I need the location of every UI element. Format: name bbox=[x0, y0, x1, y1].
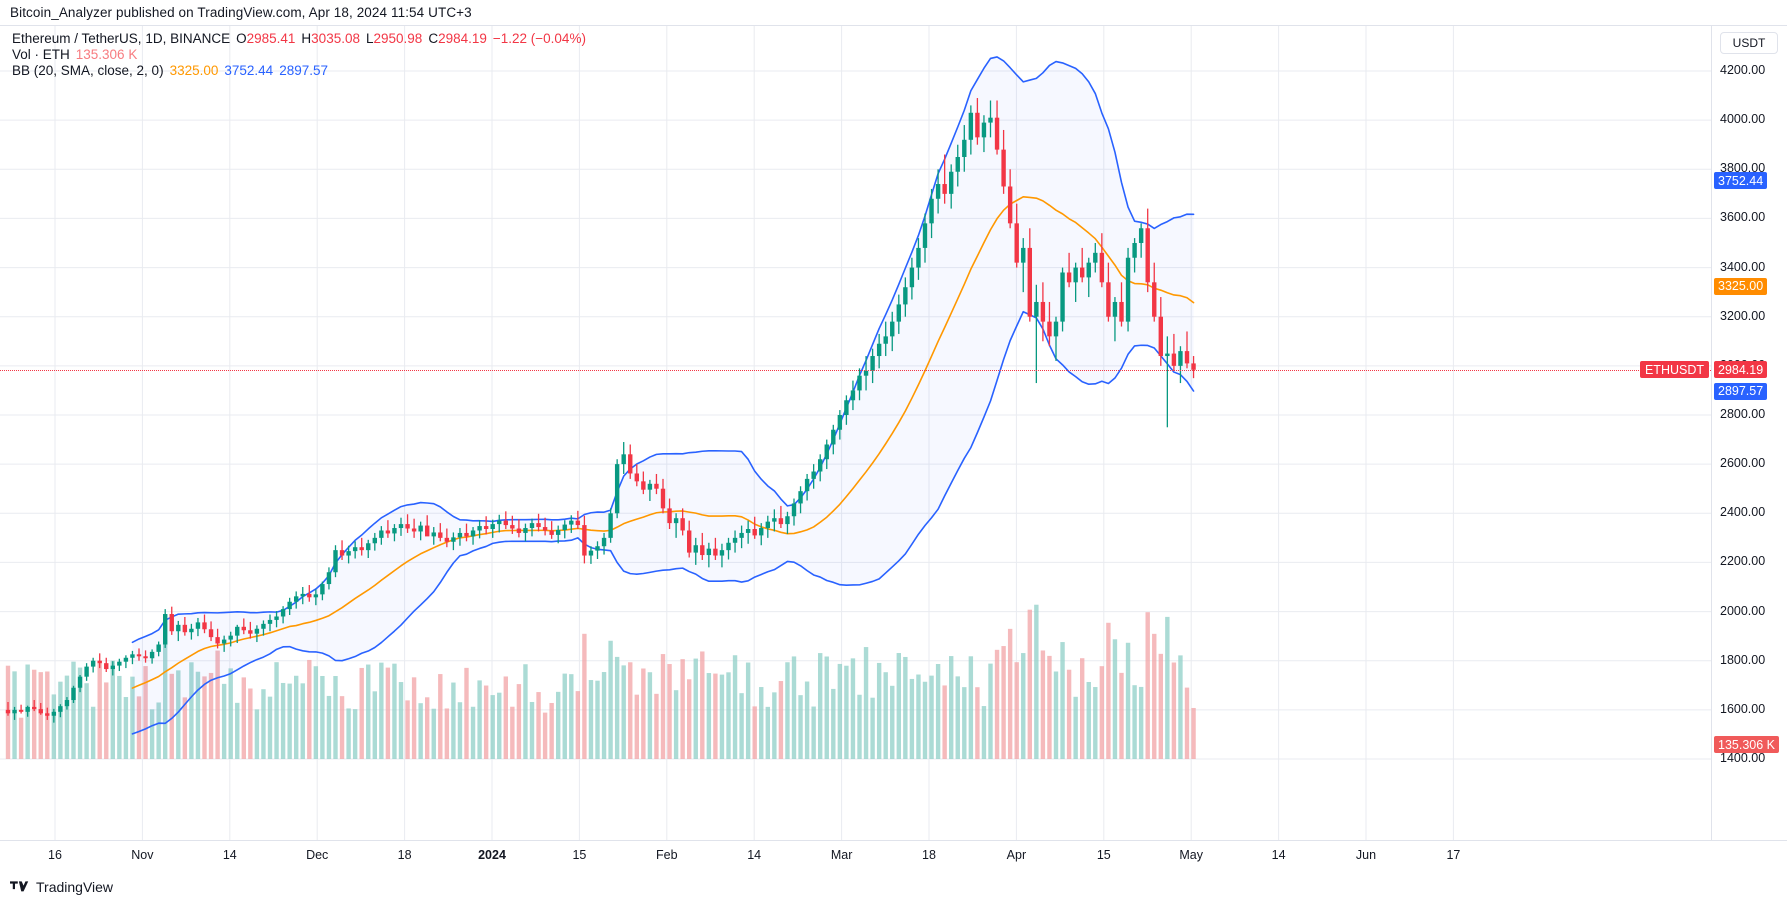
bb-fill bbox=[132, 56, 1194, 734]
time-tick: Jun bbox=[1355, 848, 1377, 862]
time-tick: 14 bbox=[747, 848, 762, 862]
volume-bars bbox=[5, 604, 1196, 759]
bb-lower-badge: 2897.57 bbox=[1714, 382, 1768, 400]
publisher-bar: Bitcoin_Analyzer published on TradingVie… bbox=[0, 0, 1787, 25]
price-tick: 4000.00 bbox=[1720, 112, 1766, 127]
tradingview-logo-icon bbox=[10, 880, 29, 891]
time-tick: 18 bbox=[922, 848, 936, 862]
bb-basis-badge: 3325.00 bbox=[1714, 277, 1768, 295]
time-tick: Dec bbox=[306, 848, 329, 862]
price-tick: 2800.00 bbox=[1720, 407, 1766, 421]
price-tick: 1800.00 bbox=[1720, 652, 1766, 667]
last-price-line bbox=[0, 369, 1711, 371]
time-tick: 14 bbox=[222, 848, 237, 862]
time-tick: 17 bbox=[1446, 848, 1461, 862]
price-tick: 3600.00 bbox=[1720, 210, 1766, 225]
price-tick: 2400.00 bbox=[1720, 505, 1766, 520]
time-tick: 2024 bbox=[478, 848, 506, 862]
price-tick: 3800.00 bbox=[1720, 161, 1766, 176]
bb-upper-badge: 3752.44 bbox=[1714, 172, 1768, 190]
bb-lower-line bbox=[131, 310, 1195, 735]
volume-badge: 135.306 K bbox=[1714, 736, 1779, 753]
price-tick: 2600.00 bbox=[1720, 456, 1766, 471]
time-tick: 18 bbox=[397, 848, 412, 862]
chart-canvas bbox=[0, 26, 1711, 840]
last-price-badge: 2984.19 bbox=[1714, 361, 1768, 379]
price-scale[interactable]: USDT 4200.00 4000.00 3800.00 3600.00 3400.00… bbox=[1711, 26, 1787, 840]
price-tick: 2000.00 bbox=[1720, 603, 1766, 618]
time-tick: May bbox=[1179, 848, 1203, 862]
candlestick-series bbox=[5, 98, 1196, 723]
time-tick: 15 bbox=[1096, 848, 1111, 862]
price-tick: 1400.00 bbox=[1720, 751, 1766, 765]
chart-frame: Ethereum / TetherUS, 1D, BINANCE O2985.41… bbox=[0, 25, 1787, 871]
price-tick: 3400.00 bbox=[1720, 259, 1766, 274]
last-price-symbol-tag: ETHUSDT bbox=[1639, 361, 1709, 379]
chart-plot-area[interactable] bbox=[0, 26, 1711, 840]
price-tick: 1600.00 bbox=[1720, 701, 1766, 716]
price-tick: 2200.00 bbox=[1720, 554, 1766, 569]
currency-pill[interactable]: USDT bbox=[1720, 32, 1778, 54]
time-tick: 15 bbox=[572, 848, 587, 862]
time-tick: 16 bbox=[48, 848, 62, 862]
time-tick: Apr bbox=[1006, 848, 1027, 862]
publisher-text: Bitcoin_Analyzer published on TradingVie… bbox=[10, 5, 472, 20]
time-tick: Feb bbox=[656, 848, 678, 862]
time-tick: Nov bbox=[131, 848, 154, 862]
price-tick: 4200.00 bbox=[1720, 63, 1766, 77]
time-scale[interactable]: 16 Nov 14 Dec 18 2024 15 Feb 14 Mar 18 Apr 15 May 14 Ju… bbox=[0, 840, 1787, 871]
tradingview-logo[interactable]: TradingView bbox=[10, 879, 113, 895]
time-tick: 14 bbox=[1271, 848, 1286, 862]
tradingview-logo-text: TradingView bbox=[36, 879, 114, 895]
time-tick: Mar bbox=[830, 848, 853, 862]
footer-bar: TradingView bbox=[0, 870, 1787, 904]
price-tick: 3200.00 bbox=[1720, 308, 1766, 323]
